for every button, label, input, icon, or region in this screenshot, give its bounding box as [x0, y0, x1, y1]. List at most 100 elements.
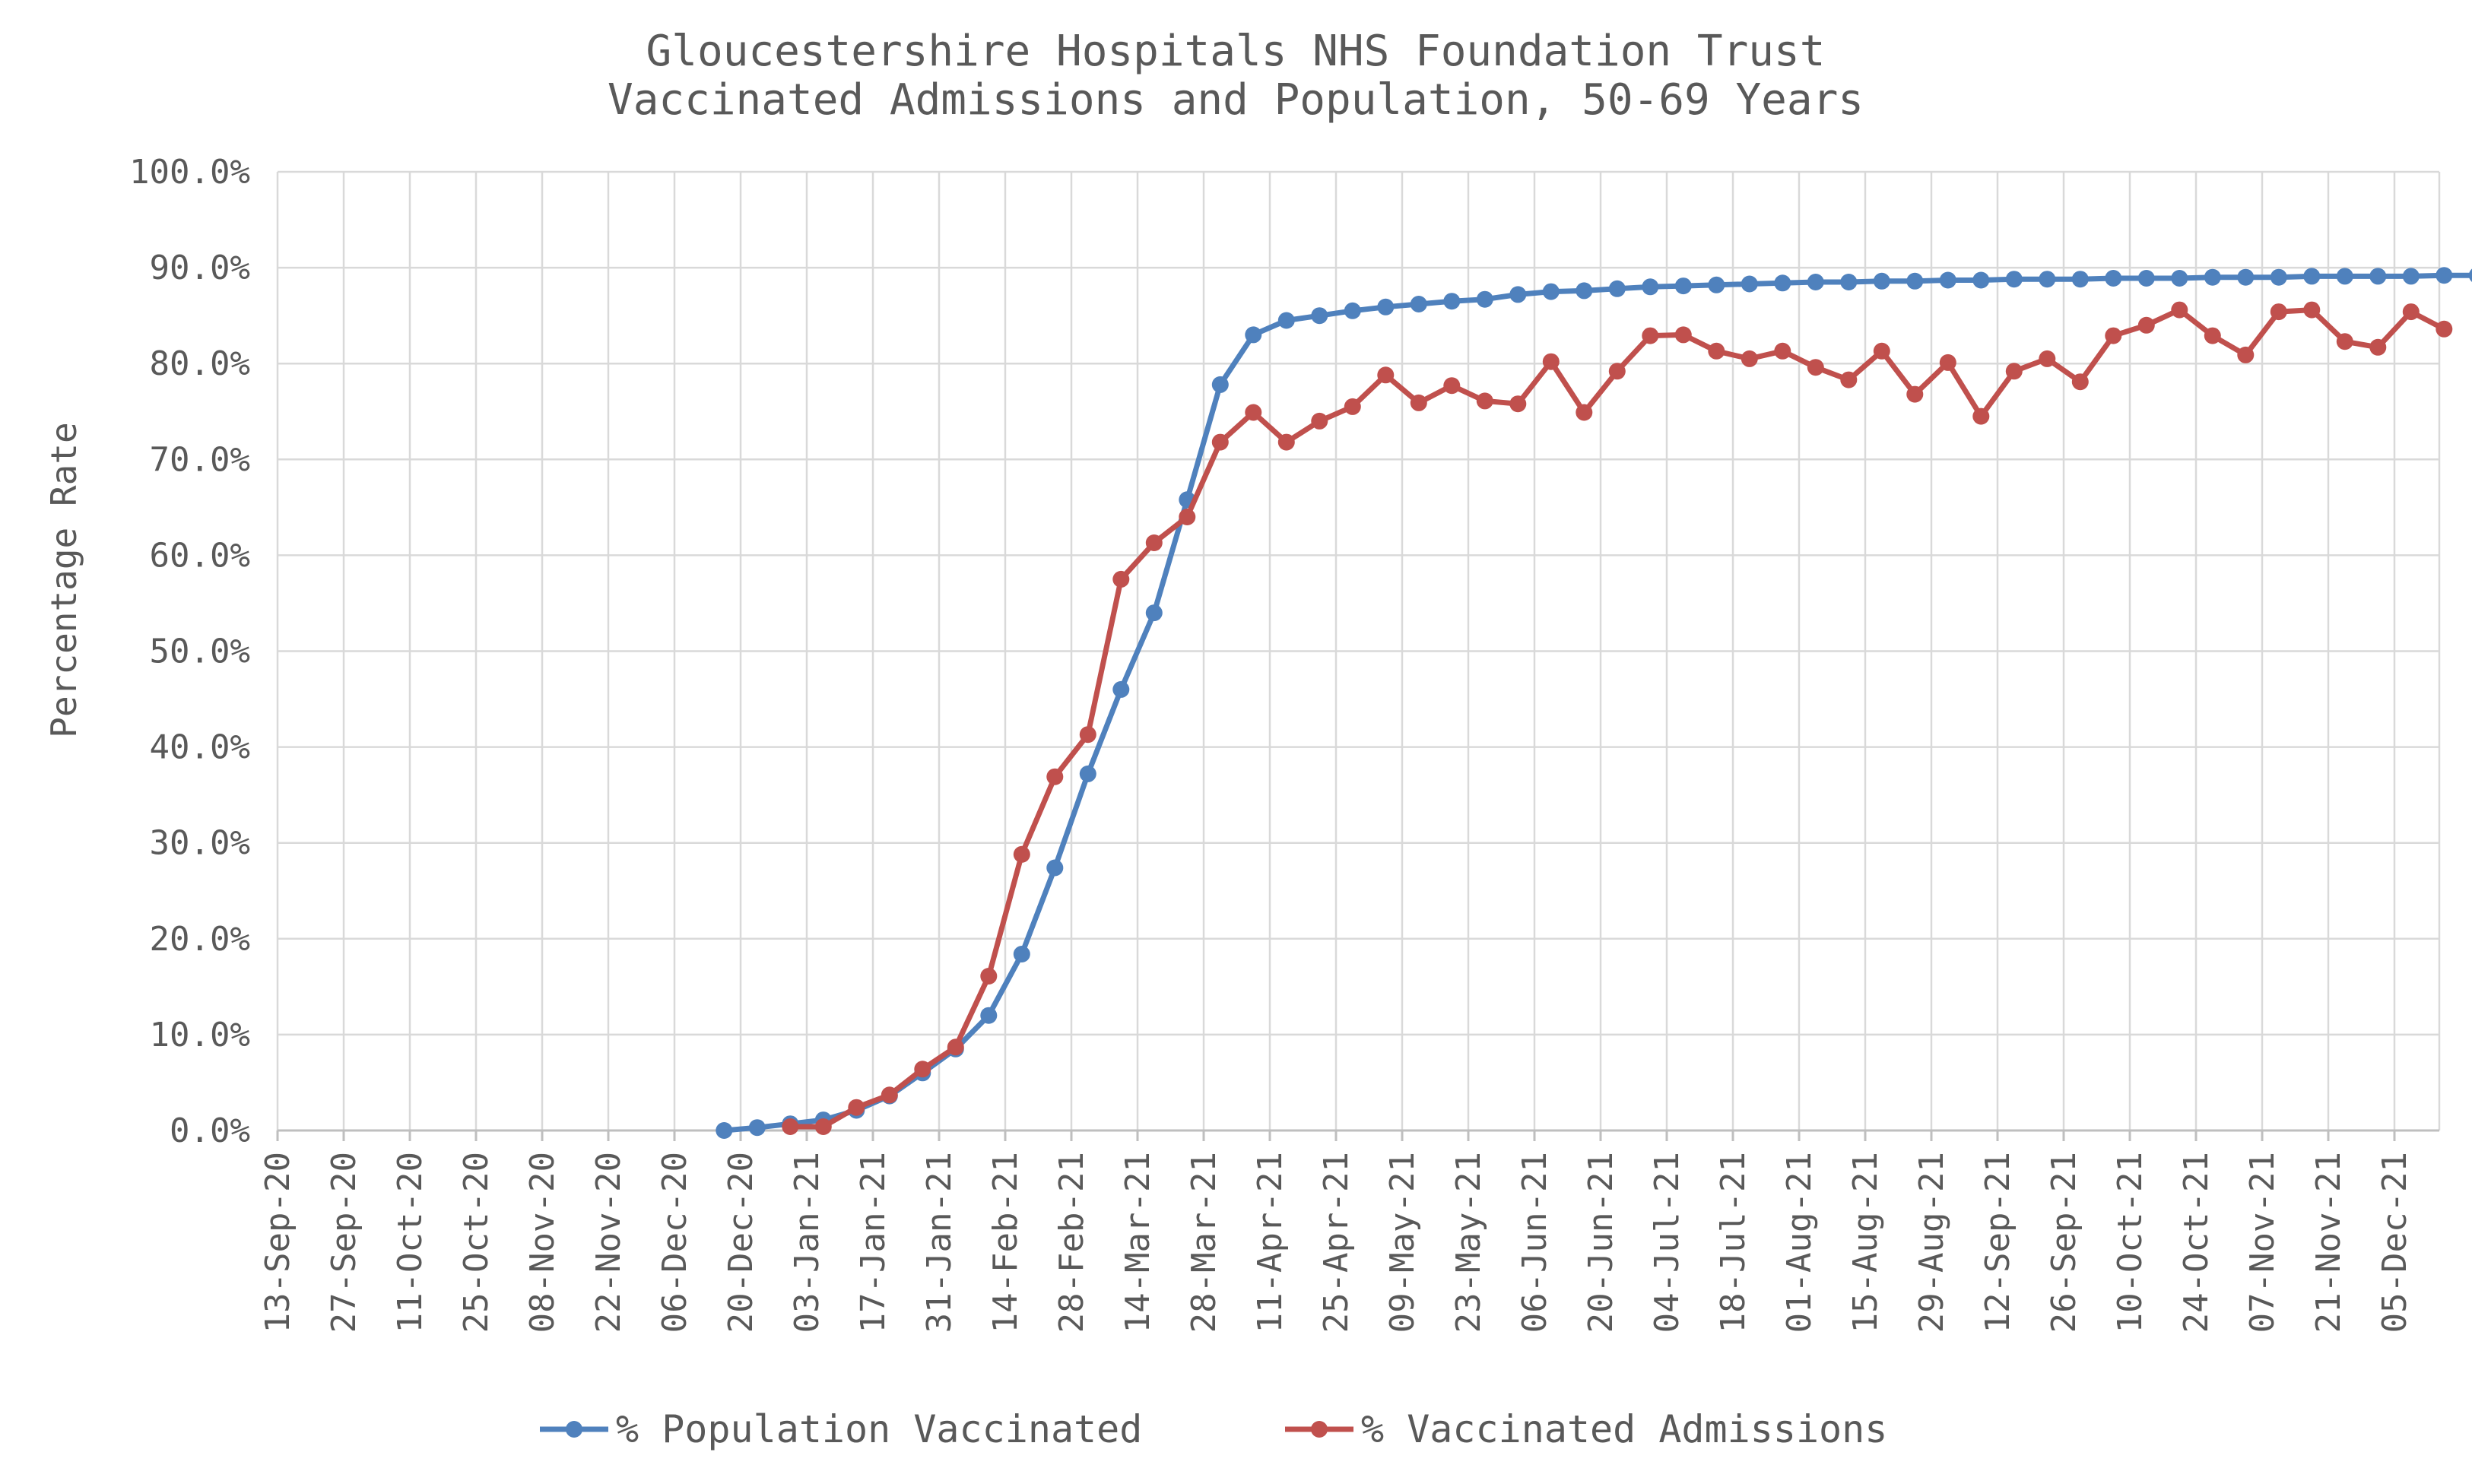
x-tick-label: 04-Jul-21	[1648, 1152, 1687, 1333]
data-point	[2105, 270, 2122, 287]
data-point	[1179, 509, 1196, 525]
legend-item: % Vaccinated Admissions	[1285, 1407, 1887, 1451]
x-tick-label: 17-Jan-21	[854, 1152, 893, 1333]
data-point	[947, 1038, 964, 1056]
data-point	[1211, 433, 1229, 451]
data-point	[2270, 268, 2287, 286]
data-point	[1079, 726, 1096, 744]
data-point	[1013, 845, 1030, 863]
data-point	[2137, 316, 2155, 334]
data-point	[1377, 366, 1395, 384]
data-point	[1542, 353, 1560, 370]
x-tick-label: 25-Oct-20	[457, 1152, 496, 1333]
x-tick-label: 21-Nov-21	[2309, 1152, 2348, 1333]
x-tick-label: 10-Oct-21	[2111, 1152, 2150, 1333]
x-tick-label: 13-Sep-20	[259, 1152, 297, 1333]
x-tick-label: 24-Oct-21	[2177, 1152, 2216, 1333]
data-point	[1245, 404, 1262, 421]
data-point	[2270, 303, 2287, 321]
data-point	[1906, 385, 1924, 403]
x-tick-label: 28-Feb-21	[1052, 1152, 1091, 1333]
data-point	[1972, 407, 1990, 425]
data-point	[1642, 278, 1659, 296]
data-point	[2436, 320, 2453, 338]
data-point	[1774, 342, 1791, 360]
data-point	[1939, 271, 1956, 289]
y-axis-label: Percentage Rate	[43, 422, 84, 737]
data-point	[814, 1118, 832, 1135]
data-point	[1013, 946, 1030, 962]
data-point	[1311, 412, 1328, 430]
x-tick-label: 20-Dec-20	[722, 1152, 760, 1333]
data-point	[1112, 680, 1130, 698]
data-point	[1906, 272, 1924, 290]
data-point	[2071, 271, 2089, 288]
y-tick-label: 90.0%	[150, 249, 250, 287]
legend: % Population Vaccinated % Vaccinated Admi…	[540, 1407, 1887, 1451]
legend-swatch-marker	[1311, 1421, 1328, 1438]
data-point	[2402, 268, 2420, 285]
data-point	[1509, 286, 1527, 303]
data-point	[1277, 433, 1295, 451]
x-tick-label: 23-May-21	[1449, 1152, 1488, 1333]
y-tick-label: 80.0%	[150, 344, 250, 383]
x-tick-label: 26-Sep-21	[2045, 1152, 2083, 1333]
data-point	[1046, 859, 1064, 877]
x-tick-label: 15-Aug-21	[1846, 1152, 1885, 1333]
data-point	[848, 1099, 865, 1116]
x-tick-label: 09-May-21	[1383, 1152, 1422, 1333]
data-point	[1741, 350, 1758, 367]
data-point	[1245, 326, 1262, 344]
data-point	[716, 1122, 733, 1139]
data-point	[1476, 290, 1493, 308]
series-line	[723, 272, 2472, 1134]
data-point	[2468, 268, 2472, 282]
data-point	[1145, 534, 1163, 551]
x-tick-label: 01-Aug-21	[1780, 1152, 1819, 1333]
data-point	[1774, 274, 1791, 292]
data-point	[1112, 570, 1130, 588]
data-point	[1542, 283, 1560, 300]
x-tick-label: 25-Apr-21	[1317, 1152, 1356, 1333]
data-point	[782, 1118, 799, 1135]
data-point	[1509, 395, 1527, 413]
x-tick-label: 06-Jun-21	[1515, 1152, 1554, 1333]
data-point	[2204, 327, 2221, 344]
chart-title: Gloucestershire Hospitals NHS Foundation…	[646, 27, 1826, 76]
y-tick-label: 50.0%	[150, 633, 250, 671]
series-population-vaccinated	[716, 267, 2472, 1139]
x-tick-label: 27-Sep-20	[325, 1152, 363, 1333]
data-point	[748, 1119, 766, 1137]
data-point	[1939, 354, 1956, 371]
data-point	[2369, 338, 2387, 356]
series-group	[716, 267, 2472, 1139]
legend-label: % Vaccinated Admissions	[1361, 1407, 1887, 1451]
x-tick-label: 22-Nov-20	[589, 1152, 628, 1333]
data-point	[1807, 359, 1824, 376]
data-point	[1576, 404, 1593, 421]
data-point	[1708, 276, 1725, 293]
data-point	[1741, 275, 1758, 293]
y-tick-label: 60.0%	[150, 536, 250, 575]
data-point	[1344, 398, 1361, 415]
x-tick-label: 11-Oct-20	[391, 1152, 430, 1333]
x-axis-ticks: 13-Sep-20 27-Sep-20 11-Oct-20 25-Oct-20 08-N…	[259, 1152, 2414, 1333]
data-point	[2336, 333, 2353, 350]
chart-subtitle: Vaccinated Admissions and Population, 50…	[608, 75, 1864, 125]
data-point	[1046, 768, 1064, 785]
y-axis-ticks: 0.0% 10.0% 20.0% 30.0% 40.0% 50.0% 60.0% 70.0% 8…	[129, 153, 250, 1150]
data-point	[1576, 282, 1593, 300]
data-point	[1674, 277, 1692, 295]
x-tick-label: 08-Nov-20	[523, 1152, 562, 1333]
data-point	[1344, 302, 1361, 319]
x-tick-label: 03-Jan-21	[788, 1152, 827, 1333]
data-point	[1807, 274, 1824, 290]
data-point	[1443, 293, 1461, 310]
data-point	[1708, 342, 1725, 360]
data-point	[1642, 327, 1659, 344]
legend-swatch-marker	[566, 1421, 582, 1438]
data-point	[1079, 765, 1096, 782]
data-point	[980, 1007, 998, 1024]
data-point	[2204, 268, 2221, 286]
